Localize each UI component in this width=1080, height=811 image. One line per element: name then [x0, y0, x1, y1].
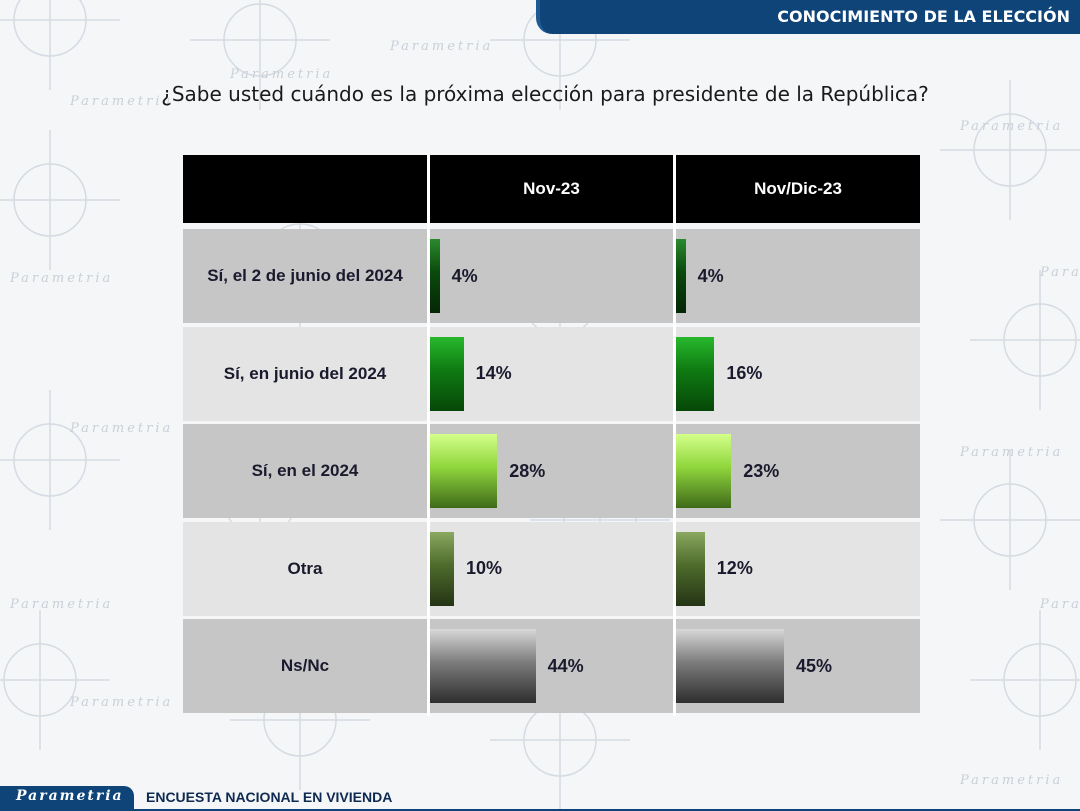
chart-question: ¿Sabe usted cuándo es la próxima elecció… — [161, 82, 929, 106]
table-cell: 14% — [430, 326, 673, 421]
bar — [676, 239, 686, 313]
section-title: CONOCIMIENTO DE LA ELECCIÓN — [777, 7, 1070, 26]
table-cell: 28% — [430, 424, 673, 519]
row-label: Sí, en junio del 2024 — [183, 326, 427, 421]
table-cell: 4% — [430, 229, 673, 323]
footer-divider — [134, 809, 1080, 811]
table-cell: 44% — [430, 619, 673, 714]
svg-text:Parametria: Parametria — [69, 421, 173, 436]
data-label: 44% — [547, 655, 584, 676]
results-table: Nov-23 Nov/Dic-23 Sí, el 2 de junio del … — [183, 155, 920, 716]
column-separator — [427, 155, 430, 716]
logo-text: Parametria — [16, 788, 124, 804]
data-label: 4% — [451, 265, 478, 286]
table-cell: 16% — [676, 326, 920, 421]
svg-text:Parametria: Parametria — [9, 597, 113, 612]
column-header-nov-23: Nov-23 — [430, 155, 673, 223]
data-label: 4% — [697, 265, 724, 286]
svg-text:Parametria: Parametria — [959, 119, 1063, 134]
header-banner: CONOCIMIENTO DE LA ELECCIÓN — [536, 0, 1080, 34]
row-label: Otra — [183, 521, 427, 616]
bar — [676, 336, 715, 411]
parametria-logo: Parametria — [0, 786, 134, 811]
table-cell: 12% — [676, 521, 920, 616]
column-header-nov-dic-23: Nov/Dic-23 — [676, 155, 920, 223]
svg-text:Parametria: Parametria — [69, 695, 173, 710]
table-cell: 4% — [676, 229, 920, 323]
svg-text:Parametria: Parametria — [389, 39, 493, 54]
data-label: 16% — [726, 363, 763, 384]
svg-text:Parametria: Parametria — [1039, 265, 1080, 280]
bar — [430, 629, 536, 704]
data-label: 28% — [509, 460, 546, 481]
row-label: Sí, el 2 de junio del 2024 — [183, 229, 427, 323]
svg-text:Parametria: Parametria — [9, 271, 113, 286]
row-label: Ns/Nc — [183, 619, 427, 714]
bar — [430, 434, 498, 509]
bar — [430, 239, 440, 313]
table-cell: 45% — [676, 619, 920, 714]
header-corner — [183, 155, 427, 223]
table-cell: 23% — [676, 424, 920, 519]
data-label: 12% — [716, 558, 753, 579]
data-label: 14% — [475, 363, 512, 384]
column-separator — [673, 155, 676, 716]
bar — [676, 629, 784, 704]
row-label: Sí, en el 2024 — [183, 424, 427, 519]
bar — [430, 531, 454, 606]
data-label: 10% — [466, 558, 503, 579]
survey-caption: ENCUESTA NACIONAL EN VIVIENDA — [146, 789, 393, 805]
svg-text:Parametria: Parametria — [229, 67, 333, 82]
svg-text:Parametria: Parametria — [959, 445, 1063, 460]
table-cell: 10% — [430, 521, 673, 616]
bar — [676, 531, 705, 606]
data-label: 23% — [743, 460, 780, 481]
svg-text:Parametria: Parametria — [959, 773, 1063, 788]
data-label: 45% — [796, 655, 833, 676]
bar — [676, 434, 732, 509]
svg-text:Parametria: Parametria — [69, 94, 173, 109]
svg-text:Parametria: Parametria — [1039, 597, 1080, 612]
bar — [430, 336, 464, 411]
